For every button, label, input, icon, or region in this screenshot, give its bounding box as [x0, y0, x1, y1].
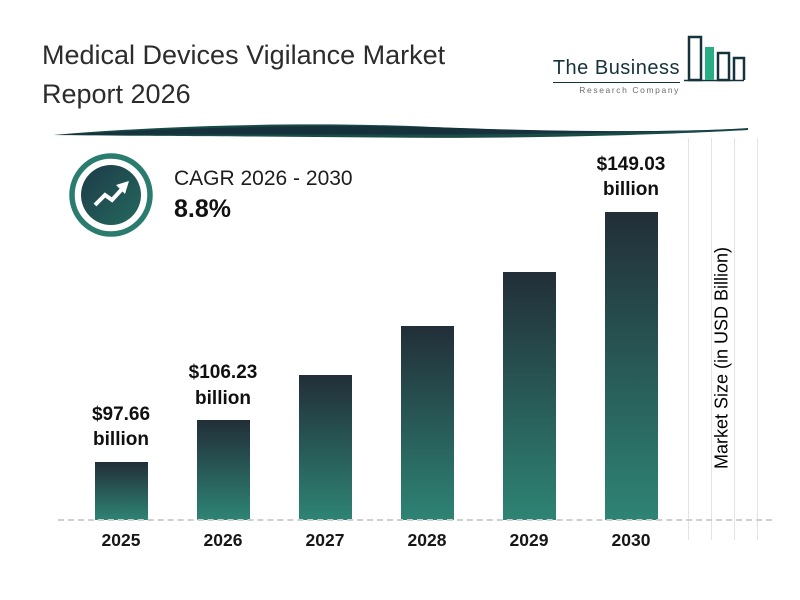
bar-2028: [400, 325, 454, 520]
page-title-line1: Medical Devices Vigilance Market: [42, 40, 446, 70]
x-axis-label-2030: 2030: [611, 530, 651, 550]
bar-chart: $97.66 billion $106.23 billion $149.03 billio…: [70, 140, 682, 520]
bar-column-2025: $97.66 billion: [70, 140, 172, 520]
y-axis-title: Market Size (in USD Billion): [711, 246, 732, 470]
bar-column-2029: [478, 140, 580, 520]
bar-column-2027: [274, 140, 376, 520]
x-axis-label-2029: 2029: [509, 530, 549, 550]
bar-column-2028: [376, 140, 478, 520]
bar-2029: [502, 271, 556, 520]
trend-up-icon: [69, 153, 153, 237]
gridline: [734, 138, 735, 540]
x-axis-label-2027: 2027: [305, 530, 345, 550]
company-logo: The Business Research Company: [552, 34, 748, 95]
gridline: [757, 138, 758, 540]
company-logo-text: The Business Research Company: [552, 57, 680, 95]
page-title-line2: Report 2026: [42, 79, 191, 110]
bar-value-label-2026: $106.23 billion: [188, 362, 258, 409]
x-axis-baseline: [58, 519, 772, 521]
cagr-text: CAGR 2026 - 2030 8.8%: [174, 167, 353, 224]
x-axis-label-2025: 2025: [101, 530, 141, 550]
divider-swoosh: [54, 124, 748, 138]
bar-value-label-2025: $97.66 billion: [91, 403, 151, 451]
cagr-badge: CAGR 2026 - 2030 8.8%: [68, 152, 353, 238]
bar-value-label-2030: $149.03 billion: [596, 153, 666, 201]
bar-2026: [196, 420, 250, 520]
bar-2030: [604, 212, 658, 520]
bar-column-2026: $106.23 billion: [172, 140, 274, 520]
x-axis-label-2028: 2028: [407, 530, 447, 550]
bar-chart-logo-icon: [684, 35, 746, 82]
x-axis-label-2026: 2026: [203, 530, 243, 550]
gridline: [688, 138, 689, 540]
cagr-value: 8.8%: [174, 194, 231, 223]
gridline: [711, 138, 712, 540]
bar-column-2030: $149.03 billion: [580, 140, 682, 520]
cagr-label: CAGR 2026 - 2030: [174, 166, 353, 190]
bar-2025: [94, 462, 148, 520]
bar-2027: [298, 374, 352, 520]
logo-subtitle: Research Company: [579, 85, 680, 95]
logo-name: The Business: [552, 57, 680, 83]
page-title: Medical Devices Vigilance Market Report …: [42, 36, 542, 114]
x-axis-labels: 2025 2026 2027 2028 2029 2030: [70, 530, 682, 551]
